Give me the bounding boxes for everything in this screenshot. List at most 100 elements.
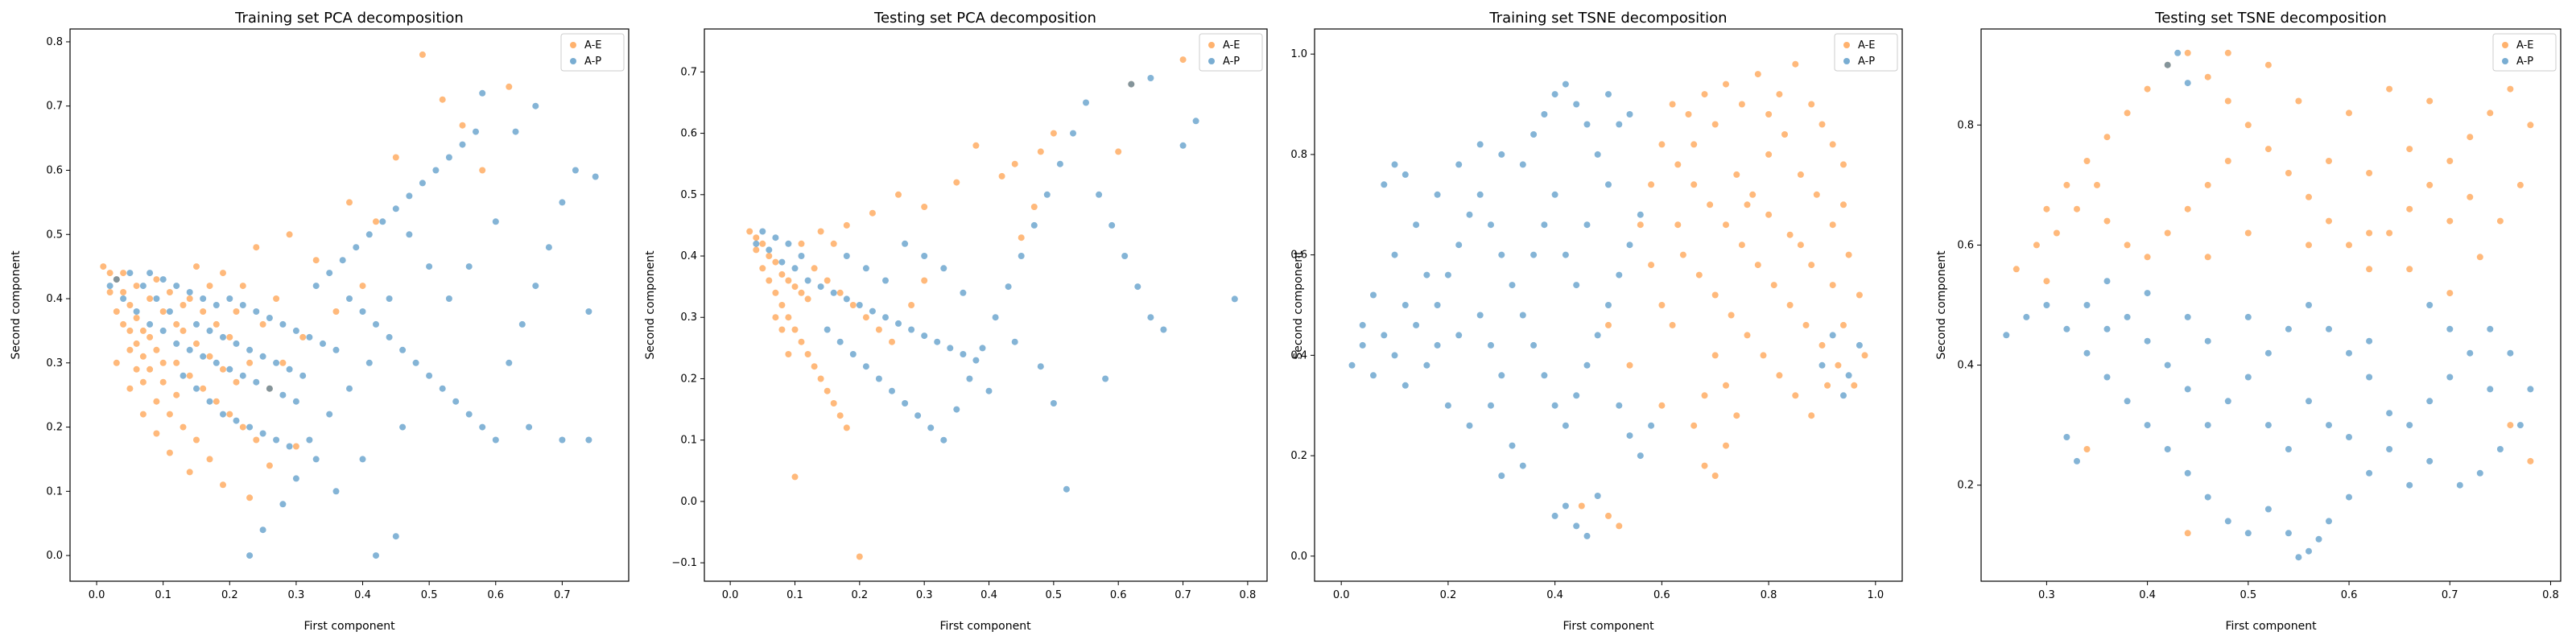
point-a-p (213, 359, 220, 366)
point-a-e (830, 400, 837, 407)
point-a-e (1754, 262, 1761, 269)
point-a-e (1701, 392, 1708, 399)
point-a-p (292, 327, 299, 334)
point-a-p (992, 314, 999, 321)
point-a-e (746, 228, 753, 235)
point-a-p (2264, 422, 2272, 429)
point-a-p (1583, 532, 1591, 539)
point-a-p (166, 308, 173, 315)
point-a-p (940, 265, 947, 272)
legend-box (2492, 33, 2557, 72)
point-a-p (226, 365, 233, 373)
point-a-e (824, 387, 831, 394)
point-a-p (2124, 313, 2131, 320)
point-a-e (153, 346, 160, 353)
point-a-p (2184, 80, 2191, 87)
point-a-e (459, 122, 466, 129)
point-a-p (1626, 242, 1633, 249)
x-tick-label: 0.3 (288, 589, 305, 601)
point-a-p (279, 320, 287, 328)
point-a-e (2053, 229, 2060, 237)
point-a-p (465, 263, 473, 270)
point-a-e (1861, 352, 1868, 359)
point-a-e (2446, 158, 2454, 164)
point-a-p (353, 244, 360, 251)
point-a-p (139, 283, 147, 290)
point-a-p (1551, 91, 1558, 98)
point-a-e (253, 436, 260, 444)
point-a-p (1626, 111, 1633, 118)
y-tick-label: 0.5 (680, 189, 697, 201)
point-a-p (940, 436, 947, 444)
point-a-p (186, 346, 193, 353)
point-a-e (1765, 211, 1773, 218)
point-a-p (1829, 332, 1836, 339)
point-a-p (1818, 361, 1826, 369)
point-a-e (173, 391, 180, 398)
point-a-p (902, 240, 909, 247)
point-a-p (2244, 374, 2252, 381)
point-a-p (953, 406, 960, 413)
point-a-p (1551, 512, 1558, 519)
point-a-e (126, 346, 134, 353)
point-a-p (934, 338, 941, 345)
x-tick-label: 0.2 (851, 589, 868, 601)
point-a-p (791, 265, 799, 272)
point-a-e (1829, 282, 1836, 289)
point-a-p (2315, 535, 2322, 543)
point-a-p (2426, 457, 2434, 464)
legend-marker-a-p (570, 58, 576, 64)
point-a-p (1102, 375, 1109, 382)
point-a-p (159, 327, 167, 334)
point-a-p (2184, 386, 2191, 393)
point-a-p (492, 436, 499, 444)
point-a-e (921, 277, 928, 284)
point-a-e (220, 270, 226, 277)
y-tick-label: 0.5 (46, 229, 63, 241)
point-a-p (332, 346, 340, 353)
point-a-p (2366, 469, 2373, 477)
point-a-e (1018, 234, 1025, 242)
point-a-e (753, 234, 760, 242)
point-a-e (1669, 321, 1676, 328)
point-a-e (373, 218, 379, 225)
point-a-p (2204, 493, 2211, 501)
point-a-e (1845, 251, 1852, 258)
point-a-e (2244, 122, 2252, 129)
point-a-p (1541, 111, 1548, 118)
point-a-p (1551, 191, 1558, 198)
point-a-p (1402, 302, 1409, 308)
point-a-p (947, 345, 954, 352)
point-a-p (1616, 121, 1623, 128)
point-a-e (120, 289, 127, 295)
point-a-e (1711, 121, 1719, 128)
point-a-e (1824, 382, 1831, 389)
marks (100, 51, 599, 559)
axes: 0.3 0.4 0.5 0.6 0.7 0.8 0.2 0.4 0.6 0.8 (1957, 119, 2559, 601)
point-a-p (2083, 302, 2091, 308)
point-a-p (1583, 221, 1591, 229)
point-a-p (2063, 434, 2070, 440)
x-tick-label: 0.6 (1653, 589, 1670, 601)
point-a-e (2094, 181, 2100, 188)
point-a-e (2326, 158, 2332, 164)
point-a-p (312, 283, 320, 290)
point-a-p (2346, 434, 2352, 440)
point-a-p (445, 295, 452, 302)
point-a-e (2446, 217, 2454, 225)
point-a-p (399, 423, 407, 431)
x-axis-label: First component (939, 620, 1031, 633)
point-a-p (914, 412, 922, 419)
y-tick-label: 0.7 (680, 66, 697, 78)
legend-box (1834, 33, 1898, 72)
point-a-e (798, 240, 805, 247)
point-a-e (869, 209, 876, 217)
point-a-e (392, 154, 399, 161)
point-a-p (279, 501, 287, 508)
legend-label-a-e: A-E (2516, 39, 2534, 52)
point-a-e (1658, 302, 1666, 308)
x-tick-label: 0.3 (916, 589, 933, 601)
panel-testing-tsne: Testing set TSNE decomposition First com… (1935, 10, 2562, 633)
marks (2003, 49, 2534, 561)
point-a-p (1594, 151, 1601, 158)
